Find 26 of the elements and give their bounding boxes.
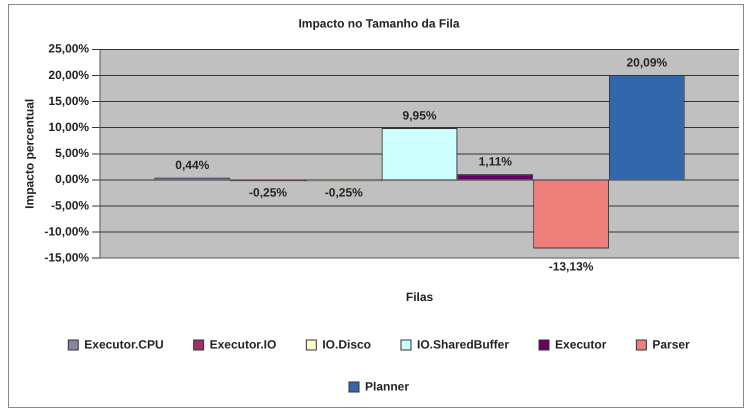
legend-label: Planner <box>364 379 410 394</box>
y-tick-label: 10,00% <box>48 120 90 134</box>
legend-label: IO.SharedBuffer <box>417 337 510 352</box>
data-label: -0,25% <box>324 186 364 200</box>
data-label: -13,13% <box>548 260 594 274</box>
y-tick-label: 15,00% <box>48 94 90 108</box>
legend-label: IO.Disco <box>322 337 372 352</box>
y-tick-label: 25,00% <box>48 42 90 56</box>
y-tick-label: 5,00% <box>55 146 90 160</box>
y-tick-label: 0,00% <box>55 172 90 186</box>
legend-label: Executor.CPU <box>84 337 164 352</box>
data-label: 1,11% <box>478 154 512 168</box>
legend-label: Parser <box>652 337 690 352</box>
y-tick-label: -15,00% <box>44 250 90 265</box>
data-label: -0,25% <box>249 186 288 200</box>
y-tick-label: -10,00% <box>44 224 90 238</box>
y-tick-label: -5,00% <box>51 198 90 212</box>
legend-label: Executor <box>555 337 607 352</box>
y-tick-label: 20,00% <box>48 68 90 82</box>
data-label: 9,95% <box>402 108 437 122</box>
chart-title: Impacto no Tamanho da Fila <box>298 16 460 31</box>
x-axis-title: Filas <box>406 290 434 304</box>
legend-label: Executor.IO <box>210 337 276 352</box>
data-label: 20,09% <box>626 55 668 70</box>
data-label: 0,44% <box>175 158 210 172</box>
y-axis-title: Impacto percentual <box>22 98 37 209</box>
